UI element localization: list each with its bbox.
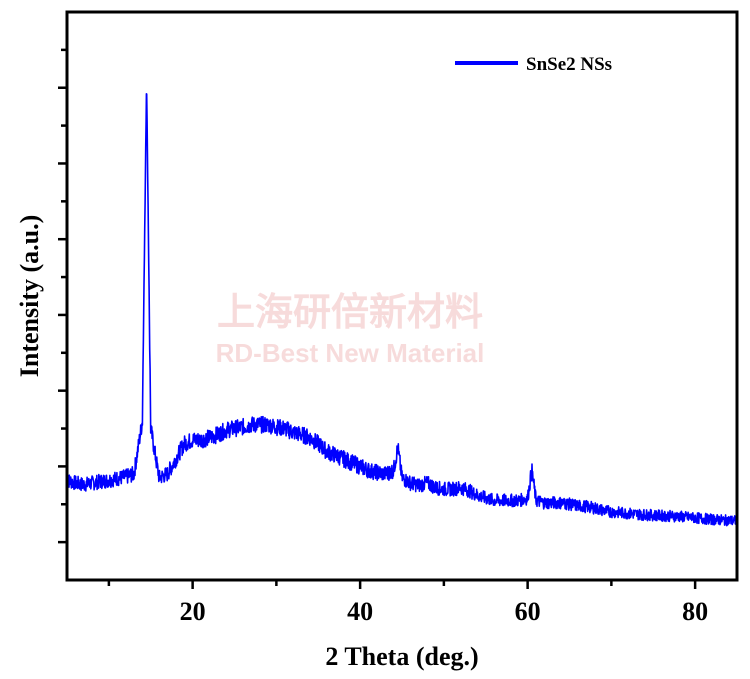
watermark-chinese: 上海研倍新材料 (217, 290, 483, 334)
ticks-layer: 20 40 60 80 (58, 48, 708, 626)
legend: SnSe2 NSs (455, 54, 612, 75)
y-axis-title: Intensity (a.u.) (15, 215, 44, 378)
x-tick-label: 80 (682, 597, 708, 626)
series-line-snse2 (66, 93, 738, 527)
plot-frame (65, 10, 739, 582)
x-tick-label: 60 (515, 597, 541, 626)
x-tick-label: 20 (180, 597, 206, 626)
legend-label: SnSe2 NSs (526, 54, 612, 75)
x-axis-title: 2 Theta (deg.) (325, 642, 478, 671)
watermark: 上海研倍新材料 RD-Best New Material (216, 290, 485, 368)
x-tick-label: 40 (347, 597, 373, 626)
series-layer (66, 93, 738, 527)
watermark-english: RD-Best New Material (216, 338, 485, 368)
